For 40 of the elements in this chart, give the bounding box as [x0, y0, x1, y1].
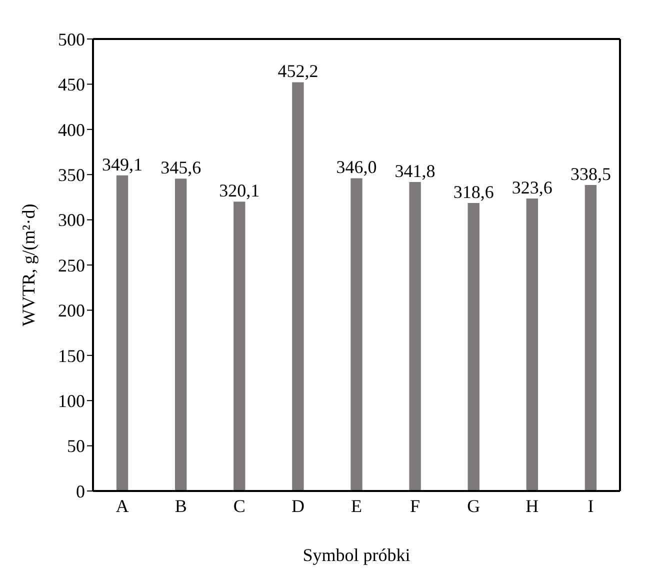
- data-label: 349,1: [102, 154, 143, 174]
- y-tick-label: 250: [58, 255, 85, 276]
- bar: [409, 182, 421, 491]
- y-tick-label: 300: [58, 210, 85, 230]
- bar: [468, 202, 480, 491]
- x-tick-label: F: [410, 496, 420, 516]
- y-tick-label: 0: [76, 481, 85, 502]
- y-tick-label: 350: [58, 164, 85, 185]
- x-tick-label: G: [467, 496, 480, 516]
- y-tick-label: 450: [58, 74, 85, 95]
- x-tick-label: B: [174, 496, 187, 516]
- bar: [350, 178, 362, 491]
- bar: [526, 198, 538, 491]
- x-tick-label: H: [526, 496, 539, 516]
- data-label: 345,6: [160, 158, 202, 178]
- y-tick-label: 400: [58, 120, 85, 140]
- data-label: 320,1: [219, 180, 260, 201]
- data-label: 323,6: [512, 177, 552, 198]
- x-tick-label: D: [291, 496, 304, 516]
- bar: [292, 82, 304, 491]
- y-tick-label: 200: [58, 300, 85, 321]
- y-tick-label: 50: [67, 436, 85, 456]
- y-tick-label: 500: [58, 29, 85, 50]
- data-label: 341,8: [394, 161, 436, 182]
- data-label: 338,5: [570, 164, 611, 184]
- data-label: 318,6: [453, 182, 494, 202]
- bar: [234, 202, 246, 491]
- x-tick-label: I: [588, 496, 594, 516]
- data-label: 452,2: [278, 61, 318, 82]
- data-label: 346,0: [336, 157, 377, 178]
- bar: [174, 178, 187, 491]
- bar: [584, 184, 597, 491]
- bar: [116, 175, 128, 491]
- x-tick-label: C: [233, 496, 246, 516]
- y-tick-label: 150: [58, 346, 85, 366]
- x-axis-title: Symbol próbki: [302, 545, 410, 565]
- y-tick-label: 100: [58, 390, 85, 411]
- x-tick-label: E: [351, 496, 362, 516]
- y-axis-title: WVTR, g/(m²·d): [18, 204, 38, 326]
- x-tick-label: A: [116, 496, 129, 516]
